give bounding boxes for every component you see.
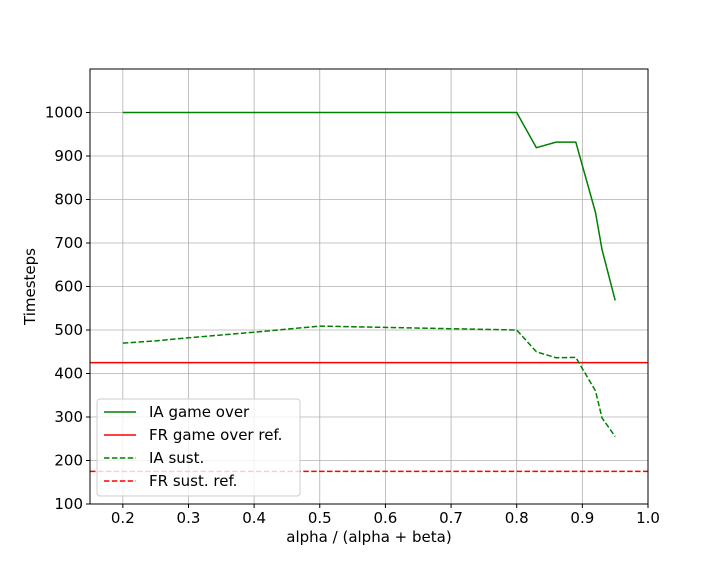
y-tick-label: 900 <box>54 147 83 165</box>
x-tick-label: 0.3 <box>177 509 201 527</box>
y-tick-label: 300 <box>54 408 83 426</box>
legend-label: IA sust. <box>149 449 204 467</box>
y-tick-label: 500 <box>54 321 83 339</box>
ticks: 0.2 0.3 0.4 0.5 0.6 0.7 0.8 0.9 1.0 100 200 300 400 5… <box>45 104 660 528</box>
y-tick-label: 200 <box>54 452 83 470</box>
series-line-1 <box>122 111 616 301</box>
x-tick-label: 0.4 <box>242 509 266 527</box>
y-tick-label: 400 <box>54 365 83 383</box>
legend-label: FR game over ref. <box>149 426 282 444</box>
y-tick-label: 700 <box>54 234 83 252</box>
x-tick-label: 0.6 <box>373 509 397 527</box>
x-axis-label: alpha / (alpha + beta) <box>286 528 451 546</box>
x-tick-label: 0.9 <box>570 509 594 527</box>
y-tick-label: 1000 <box>45 104 83 122</box>
series-group <box>90 111 648 473</box>
legend-box <box>96 398 301 497</box>
y-tick-label: 800 <box>54 191 83 209</box>
y-tick-label: 600 <box>54 278 83 296</box>
x-tick-label: 1.0 <box>636 509 660 527</box>
x-tick-label: 0.7 <box>439 509 463 527</box>
legend-label: IA game over <box>149 403 250 421</box>
x-tick-label: 0.5 <box>308 509 332 527</box>
x-tick-label: 0.2 <box>111 509 135 527</box>
y-tick-label: 100 <box>54 495 83 513</box>
x-tick-label: 0.8 <box>505 509 529 527</box>
y-axis-label: Timesteps <box>21 248 39 326</box>
legend-label: FR sust. ref. <box>149 472 237 490</box>
legend: IA game over FR game over ref. IA sust. FR … <box>96 398 301 497</box>
